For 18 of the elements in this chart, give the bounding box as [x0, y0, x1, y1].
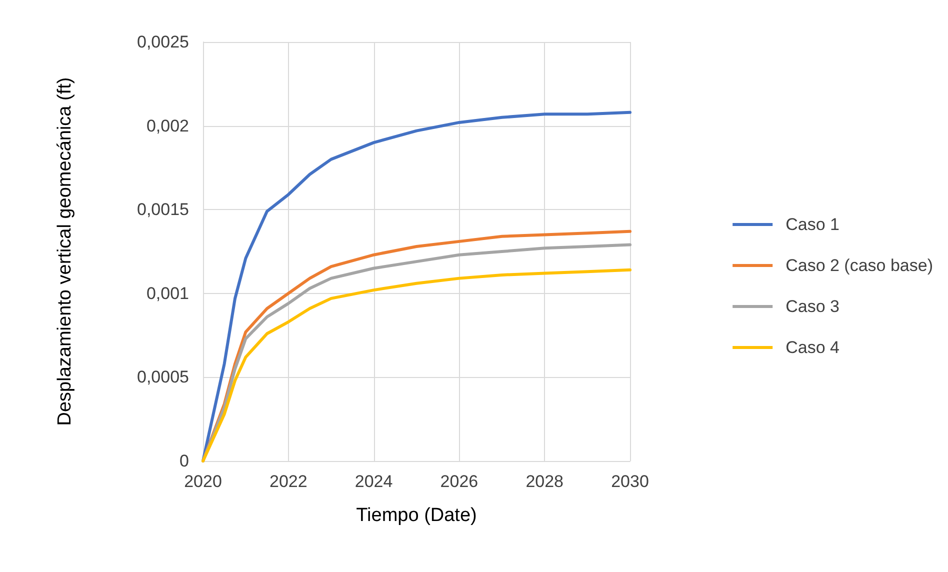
- x-tick-label: 2026: [440, 472, 478, 491]
- legend-label: Caso 2 (caso base): [786, 256, 933, 275]
- x-tick-label: 2030: [611, 472, 649, 491]
- x-tick-label: 2024: [354, 472, 393, 491]
- x-axis-title: Tiempo (Date): [356, 505, 477, 526]
- y-tick-label: 0: [180, 452, 189, 470]
- legend-label: Caso 1: [786, 215, 840, 234]
- x-tick-label: 2028: [526, 472, 564, 491]
- x-tick-label: 2020: [184, 472, 222, 491]
- legend-label: Caso 4: [786, 338, 840, 357]
- y-tick-label: 0,0005: [137, 368, 189, 387]
- y-tick-label: 0,001: [146, 284, 189, 303]
- y-tick-label: 0,002: [146, 116, 189, 136]
- x-tick-label: 2022: [269, 472, 308, 491]
- y-axis-title: Desplazamiento vertical geomecánica (ft): [54, 77, 76, 426]
- y-tick-label: 0,0025: [137, 32, 189, 52]
- legend-label: Caso 3: [786, 297, 840, 316]
- y-tick-label: 0,0015: [137, 200, 189, 220]
